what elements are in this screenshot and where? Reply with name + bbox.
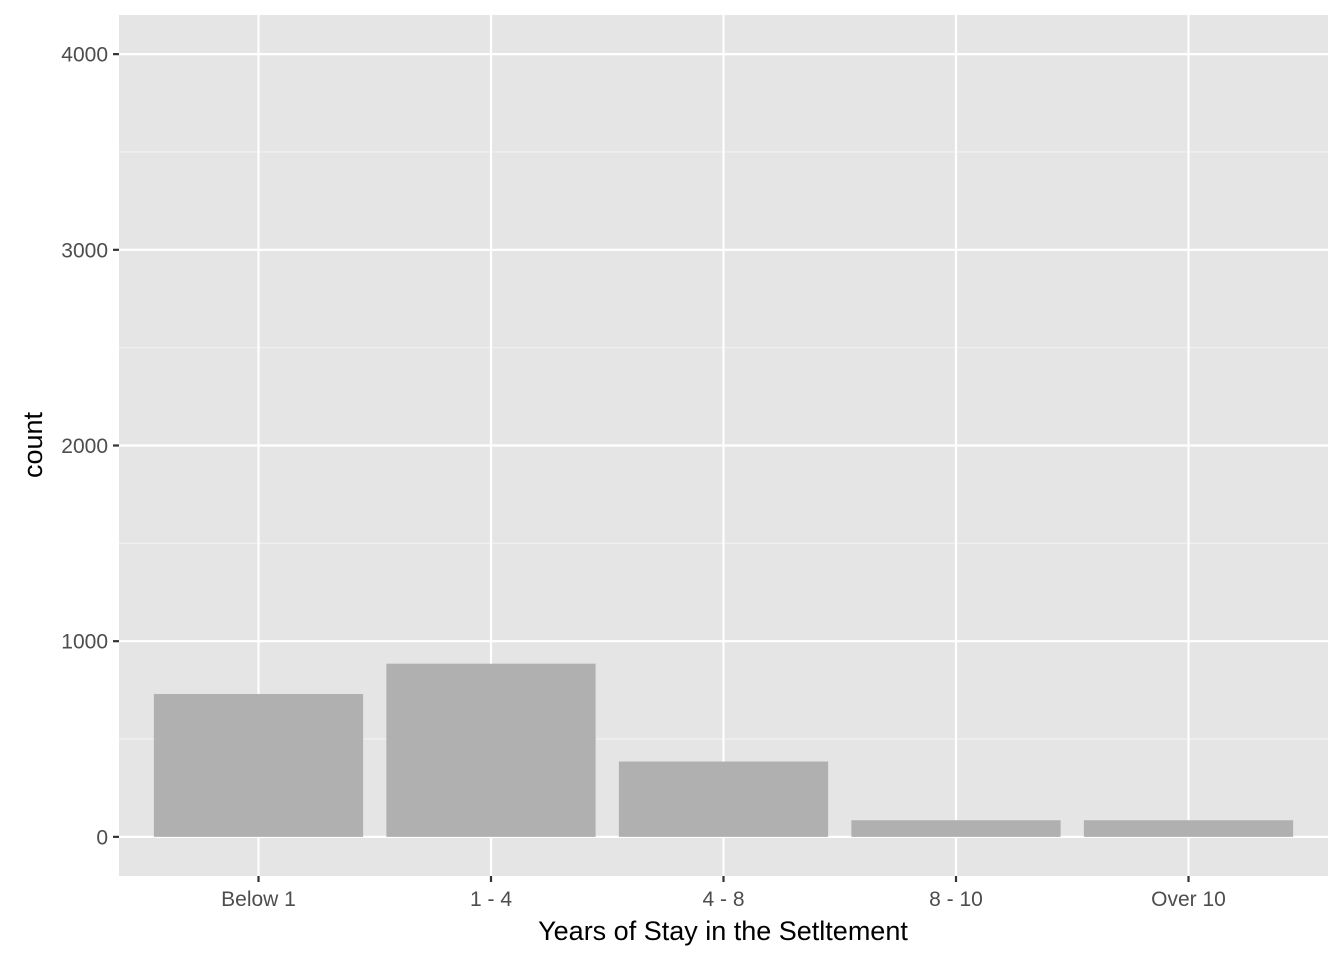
x-tick-label: Below 1 [221,888,296,911]
x-tick-label: Over 10 [1151,888,1226,911]
bar-1-4 [386,663,596,837]
y-axis: 0 1000 2000 3000 4000 [61,44,119,849]
x-tick-label: 1 - 4 [470,888,512,911]
bar-over-10 [1083,820,1294,837]
bars [153,663,1294,837]
bar-8-10 [851,820,1061,837]
x-axis-title: Years of Stay in the Setltement [538,916,908,946]
y-tick-label: 3000 [61,239,108,262]
bar-4-8 [618,761,829,837]
y-tick-label: 4000 [61,44,108,67]
x-tick-label: 8 - 10 [929,888,983,911]
bar-below-1 [153,694,364,837]
y-tick-label: 0 [96,826,108,849]
x-tick-label: 4 - 8 [702,888,744,911]
y-axis-title: count [18,411,48,478]
y-tick-label: 2000 [61,435,108,458]
x-axis: Below 1 1 - 4 4 - 8 8 - 10 Over 10 [221,876,1226,911]
y-tick-label: 1000 [61,631,108,654]
